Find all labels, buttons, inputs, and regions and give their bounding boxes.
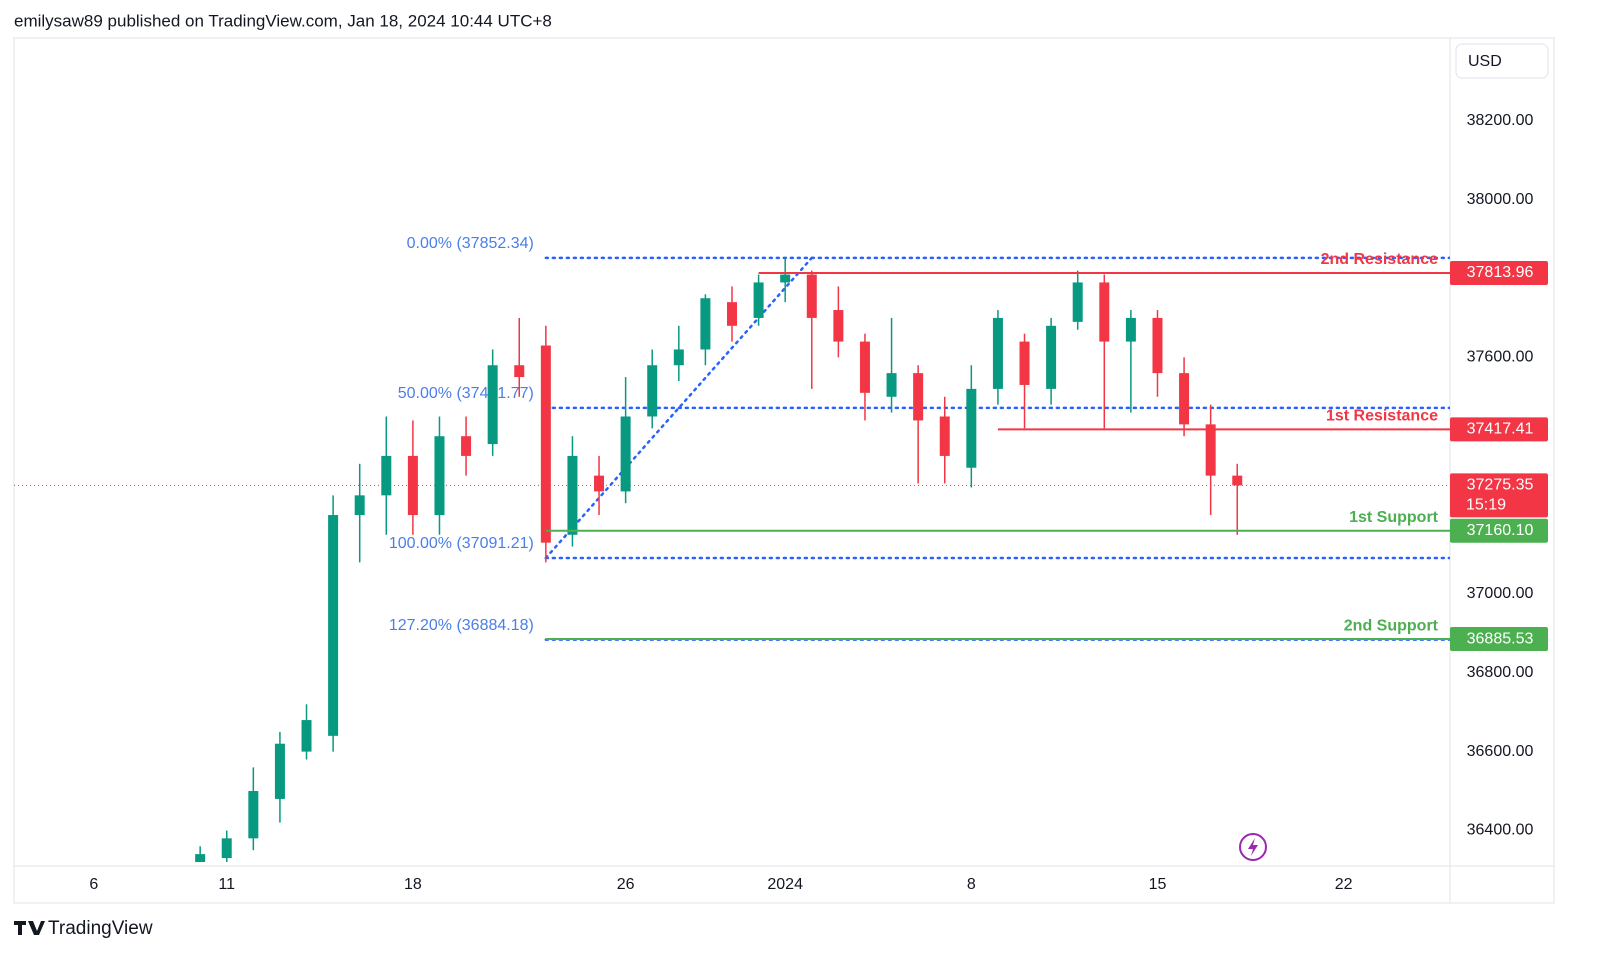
candle-body — [274, 743, 285, 799]
currency-button[interactable] — [1455, 43, 1549, 79]
plot-area: 0.00% (37852.34) 50.00% (37471.77) 100.00%… — [14, 235, 1450, 862]
tv-logo — [14, 921, 45, 935]
x-tick-label: 8 — [967, 876, 976, 893]
candle-body — [540, 345, 551, 543]
candle-body — [966, 388, 977, 468]
alert-bolt — [1248, 838, 1258, 856]
candle-body — [833, 310, 844, 342]
level-price-tag — [1450, 417, 1548, 442]
candle-body — [753, 282, 764, 318]
candle-body — [328, 515, 339, 736]
candle-body — [939, 416, 950, 456]
candle-body — [1072, 282, 1083, 322]
candle-body — [594, 475, 605, 492]
y-tick-label: 37000.00 — [1467, 585, 1534, 602]
level-price-label: 37813.96 — [1467, 264, 1534, 281]
y-tick-label: 36800.00 — [1467, 664, 1534, 681]
x-tick-label: 6 — [89, 876, 98, 893]
level-price-label: 37160.10 — [1467, 522, 1534, 539]
y-tick-label: 37600.00 — [1467, 349, 1534, 366]
x-tick-label: 18 — [404, 876, 422, 893]
candle-body — [806, 274, 817, 318]
candle-body — [434, 436, 445, 516]
level-name: 2nd Support — [1344, 617, 1439, 634]
candle-body — [859, 341, 870, 393]
y-tick-label: 36600.00 — [1467, 743, 1534, 760]
last-price-tag — [1450, 473, 1548, 518]
y-tick-label: 38200.00 — [1467, 112, 1534, 129]
overlay: 38200.00 38000.00 37600.00 37000.00 36800.00… — [89, 112, 1548, 893]
y-tick-label: 36400.00 — [1467, 822, 1534, 839]
last-price-label: 37275.35 — [1467, 477, 1534, 494]
candle-body — [1125, 317, 1136, 342]
level-name: 2nd Resistance — [1321, 251, 1438, 268]
fib-label: 50.00% (37471.77) — [398, 385, 534, 402]
candle-body — [354, 495, 365, 516]
candle-body — [1179, 373, 1190, 425]
level-name: 1st Resistance — [1326, 408, 1438, 425]
fib-label: 100.00% (37091.21) — [389, 535, 534, 552]
level-price-tag — [1450, 260, 1548, 285]
candle-body — [620, 416, 631, 492]
fib-label: 0.00% (37852.34) — [407, 235, 534, 252]
candle-body — [1019, 341, 1030, 385]
candle-body — [700, 298, 711, 350]
candle-body — [913, 373, 924, 421]
candle-body — [567, 455, 578, 535]
x-tick-label: 26 — [617, 876, 635, 893]
candle-body — [301, 720, 312, 752]
candle-body — [1152, 317, 1163, 374]
x-tick-label: 22 — [1335, 876, 1353, 893]
candle-body — [381, 455, 392, 496]
candle-body — [780, 274, 791, 283]
publish-header: emilysaw89 published on TradingView.com,… — [14, 11, 552, 30]
candle-body — [248, 791, 259, 839]
candle-body — [647, 365, 658, 417]
y-tick-label: 38000.00 — [1467, 191, 1534, 208]
candle-body — [195, 854, 206, 862]
level-price-label: 37417.41 — [1467, 421, 1534, 438]
candle-body — [886, 373, 897, 397]
candle-body — [407, 455, 418, 516]
level-price-tag — [1450, 518, 1548, 543]
fib-label: 127.20% (36884.18) — [389, 617, 534, 634]
x-tick-label: 2024 — [767, 876, 803, 893]
candle-body — [673, 349, 684, 366]
countdown-label: 15:19 — [1466, 497, 1506, 514]
candle-body — [487, 365, 498, 445]
currency-label[interactable]: USD — [1468, 53, 1502, 70]
candle-body — [727, 302, 737, 326]
x-tick-label: 11 — [218, 876, 235, 893]
level-price-tag — [1450, 627, 1548, 652]
candle-body — [221, 838, 232, 859]
level-name: 1st Support — [1349, 509, 1439, 526]
candle-body — [1099, 282, 1110, 342]
chart-frame — [13, 37, 1555, 904]
candle-body — [461, 436, 472, 456]
level-price-label: 36885.53 — [1467, 630, 1534, 647]
candle-body — [1232, 475, 1243, 486]
tv-brand: TradingView — [48, 918, 153, 939]
x-tick-label: 15 — [1149, 876, 1167, 893]
candle-body — [514, 365, 525, 378]
candle-body — [1205, 424, 1216, 476]
candle-body — [1046, 325, 1057, 389]
candle-body — [992, 317, 1003, 389]
